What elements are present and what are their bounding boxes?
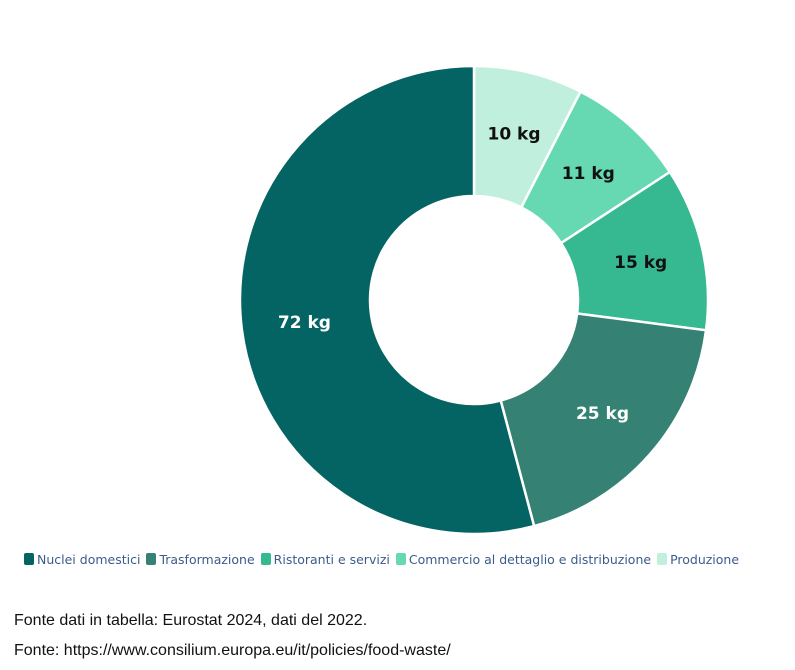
legend-label: Commercio al dettaglio e distribuzione [408,551,652,567]
slice-nuclei-domestici[interactable] [238,64,536,536]
legend-label: Ristoranti e servizi [273,551,390,567]
legend-item-trasformazione[interactable]: Trasformazione [146,551,255,567]
slice-label-trasformazione: 25 kg [576,404,629,424]
donut-chart-svg: 10 kg 11 kg 15 kg 25 kg 72 kg [238,64,710,536]
legend-swatch [260,553,271,565]
source-url-note: Fonte: https://www.consilium.europa.eu/i… [14,642,451,659]
slice-trasformazione[interactable] [499,312,708,528]
slice-label-ristoranti-e-servizi: 15 kg [614,253,667,273]
legend-item-produzione[interactable]: Produzione [657,552,739,567]
slice-label-nuclei-domestici: 72 kg [278,313,331,333]
donut-chart: 10 kg 11 kg 15 kg 25 kg 72 kg [238,64,710,536]
chart-legend: Nuclei domestici Trasformazione Ristoran… [24,549,745,569]
legend-swatch [395,553,406,565]
legend-label: Nuclei domestici [37,551,141,567]
data-source-note: Fonte dati in tabella: Eurostat 2024, da… [14,612,368,629]
legend-swatch [657,553,668,565]
legend-item-nuclei-domestici[interactable]: Nuclei domestici [24,552,140,567]
legend-swatch [146,553,157,565]
legend-item-commercio[interactable]: Commercio al dettaglio e distribuzione [395,551,652,567]
slice-label-produzione: 10 kg [487,125,540,145]
slice-ristoranti-e-servizi[interactable] [559,170,710,332]
legend-label: Produzione [670,551,740,567]
legend-item-ristoranti-e-servizi[interactable]: Ristoranti e servizi [260,551,390,567]
legend-swatch [24,553,34,565]
slice-label-commercio: 11 kg [562,164,615,184]
legend-label: Trasformazione [159,551,255,567]
